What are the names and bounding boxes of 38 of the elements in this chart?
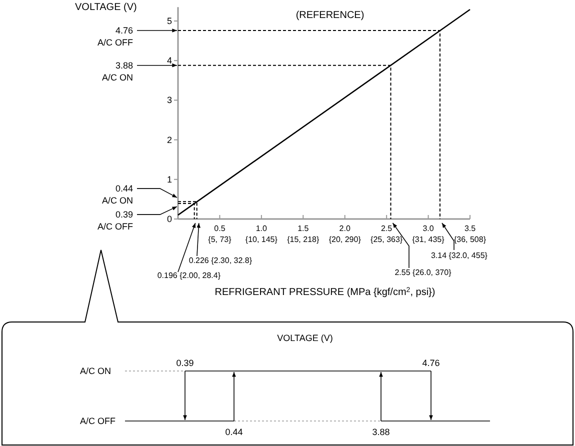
y-tick-label: 5: [166, 16, 172, 26]
text: {31, 435}: [412, 235, 445, 244]
x-tick-label: 1.5: [298, 224, 310, 233]
text: {20, 290}: [328, 235, 362, 244]
annotation: 0.44 A/C ON: [102, 184, 133, 206]
annotation: 0.196 {2.00, 28.4}: [157, 271, 221, 280]
category-label: A/C OFF: [80, 416, 116, 426]
y-tick-label: 1: [166, 174, 172, 184]
y-tick-label: 4: [166, 56, 172, 66]
chart-title: (REFERENCE): [296, 10, 364, 21]
text: {25, 363}: [370, 235, 403, 244]
text: {10, 145}: [245, 235, 278, 244]
annotation: 0.226 {2.30, 32.8}: [188, 256, 252, 265]
y-tick-label: 3: [166, 95, 172, 106]
text: VOLTAGE (V): [277, 333, 333, 343]
x-tick-label: 2.0: [339, 224, 351, 233]
text: {15, 218}: [287, 235, 320, 244]
x-tick-label: 3.0: [422, 224, 434, 233]
x-axis-title: REFRIGERANT PRESSURE (MPa {kgf/cm$^{2}$, psi}): [214, 286, 436, 298]
text: 4.76 A/C OFF: [98, 26, 134, 48]
text: {5, 73}: [208, 235, 232, 244]
annotation: 2.55 {26.0, 370}: [394, 268, 452, 277]
text: 3.88 A/C ON: [102, 60, 133, 82]
text: {36, 508}: [454, 235, 486, 244]
annotation: 0.39 A/C OFF: [98, 210, 134, 232]
category-label: A/C ON: [80, 366, 112, 376]
text: 3.88: [372, 427, 390, 437]
annotation: 3.14 {32.0, 455}: [430, 251, 488, 260]
y-tick-label: 0: [166, 214, 172, 224]
x-tick-label: 0.5: [214, 224, 226, 233]
text: 4.76: [422, 358, 440, 368]
text: 0.44: [225, 427, 243, 437]
x-tick-label: 2.5: [381, 224, 393, 233]
x-tick-label: 1.0: [256, 224, 268, 233]
y-axis-title: VOLTAGE (V): [75, 2, 137, 13]
text: 0.39: [176, 358, 194, 368]
x-tick-label: 3.5: [464, 224, 476, 233]
y-tick-label: 2: [166, 134, 172, 145]
